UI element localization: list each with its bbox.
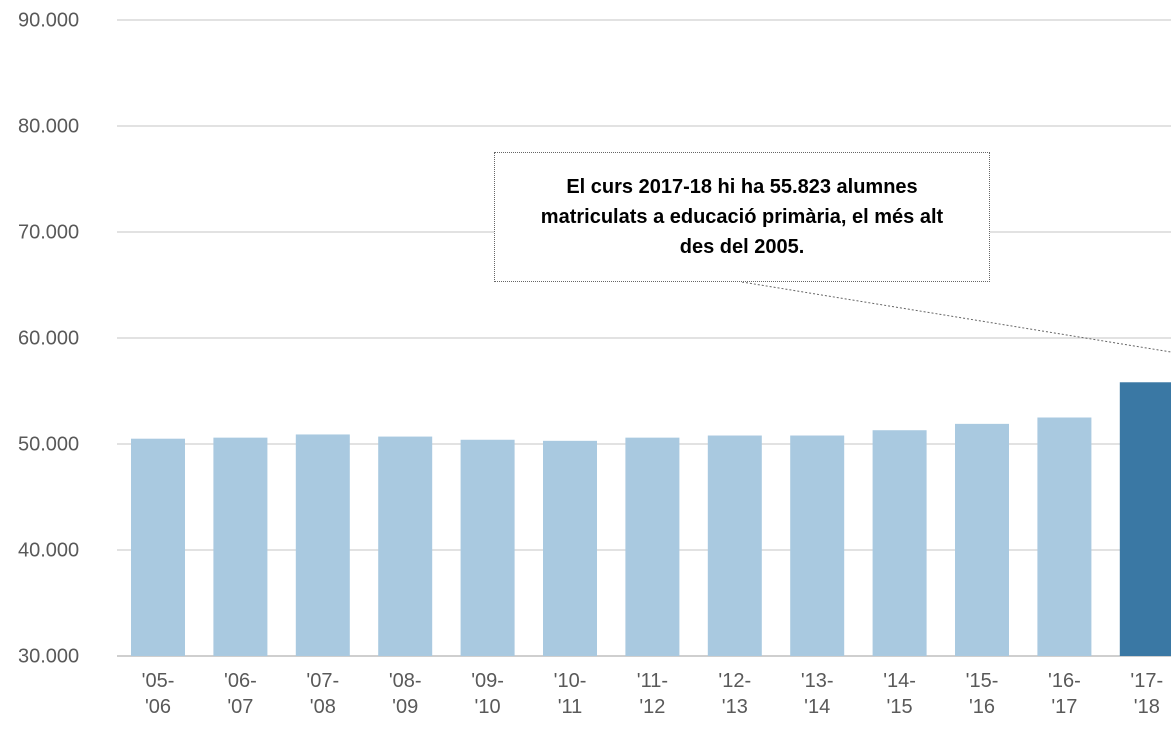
- bar: [872, 430, 927, 656]
- x-tick-label: '05- '06: [141, 670, 175, 718]
- bar: [295, 434, 350, 656]
- y-tick-label: 60.000: [18, 327, 79, 349]
- x-tick-label: '13- '14: [800, 670, 834, 718]
- x-tick-label: '06- '07: [224, 670, 257, 718]
- x-tick-label: '11- '12: [636, 670, 669, 718]
- bar: [460, 439, 515, 656]
- y-tick-label: 40.000: [18, 539, 79, 561]
- y-tick-label: 80.000: [18, 115, 79, 137]
- x-tick-label: '10- '11: [553, 670, 587, 718]
- y-tick-label: 50.000: [18, 433, 79, 455]
- leader-line: [741, 281, 1171, 353]
- x-tick-label: '17- '18: [1130, 670, 1164, 718]
- bar: [625, 437, 680, 656]
- annotation-box: El curs 2017-18 hi ha 55.823 alumnes mat…: [494, 152, 990, 282]
- x-tick-label: '08- '09: [388, 670, 422, 718]
- x-tick-label: '14- '15: [883, 670, 916, 718]
- annotation: El curs 2017-18 hi ha 55.823 alumnes mat…: [540, 176, 944, 258]
- y-tick-label: 70.000: [18, 221, 79, 243]
- bar: [1119, 382, 1171, 656]
- bar: [707, 435, 762, 656]
- x-tick-label: '07- '08: [306, 670, 340, 718]
- x-tick-label: '09- '10: [471, 670, 504, 718]
- x-tick-label: '16- '17: [1048, 670, 1081, 718]
- bar: [955, 423, 1009, 656]
- bar: [378, 436, 433, 656]
- bar: [790, 435, 845, 656]
- bar: [213, 437, 268, 656]
- x-tick-label: '12- '13: [718, 670, 752, 718]
- bar: [1037, 417, 1092, 656]
- y-tick-label: 90.000: [18, 9, 79, 31]
- bar: [543, 440, 597, 656]
- bar: [131, 438, 185, 656]
- y-tick-label: 30.000: [18, 645, 79, 667]
- x-tick-label: '15- '16: [965, 670, 999, 718]
